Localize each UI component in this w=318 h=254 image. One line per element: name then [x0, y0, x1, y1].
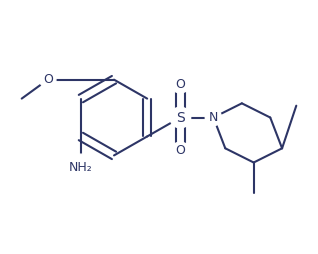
Circle shape [170, 107, 191, 128]
Text: N: N [209, 111, 218, 124]
Text: O: O [43, 73, 53, 86]
Text: S: S [176, 110, 185, 124]
Text: O: O [175, 144, 185, 157]
Text: O: O [175, 78, 185, 91]
Text: NH₂: NH₂ [69, 161, 93, 174]
Circle shape [205, 109, 222, 126]
Circle shape [68, 154, 94, 180]
Circle shape [39, 71, 56, 88]
Circle shape [172, 142, 189, 159]
Circle shape [172, 76, 189, 93]
